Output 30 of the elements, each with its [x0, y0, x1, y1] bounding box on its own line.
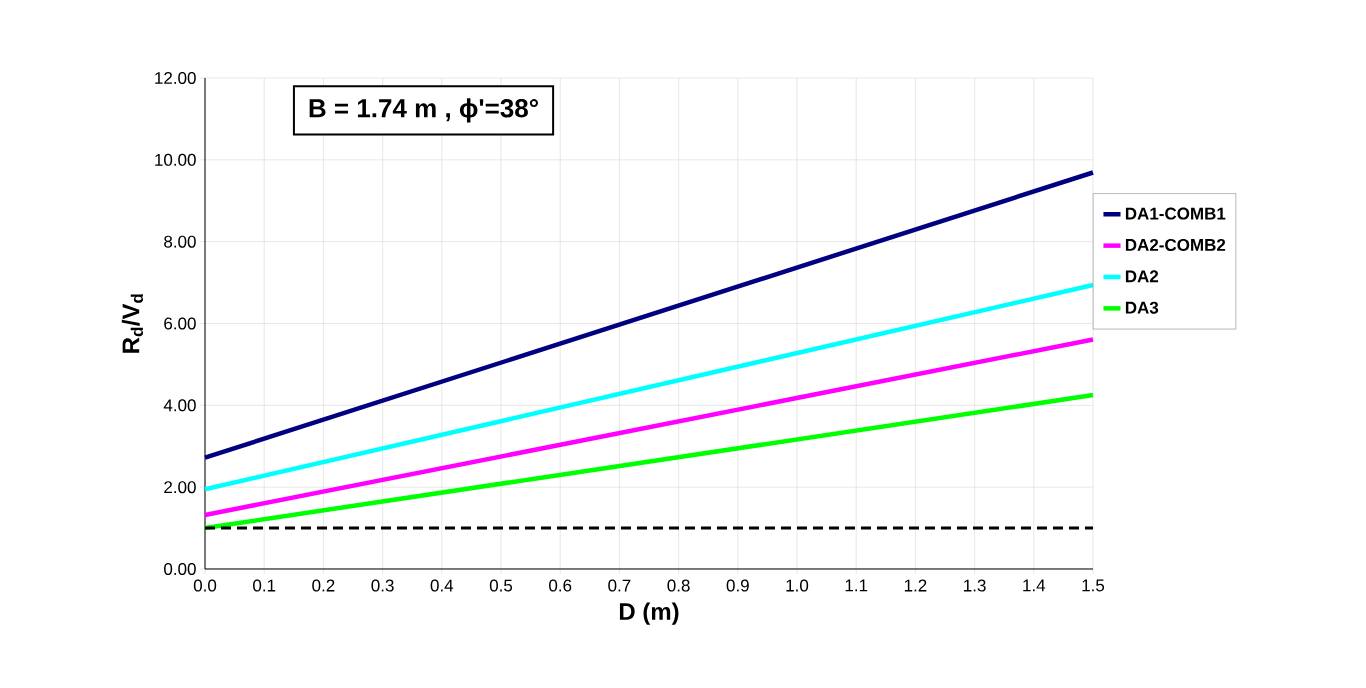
x-tick-label: 1.4 — [1023, 579, 1046, 592]
legend-label: DA2-COMB2 — [1125, 238, 1226, 251]
x-tick-label: 1.0 — [786, 579, 809, 592]
y-tick-label: 0.00 — [164, 562, 196, 576]
y-tick-label: 10.00 — [155, 153, 196, 166]
x-tick-label: 0.5 — [489, 579, 513, 592]
x-tick-label: 0.0 — [193, 579, 217, 592]
annotation: B = 1.74 m , ϕ'=38° — [309, 98, 538, 123]
legend-label: DA2 — [1125, 270, 1159, 283]
x-tick-label: 0.6 — [549, 579, 572, 592]
y-tick-label: 6.00 — [164, 317, 196, 330]
y-tick-label: 2.00 — [164, 481, 196, 494]
x-tick-label: 0.2 — [312, 579, 335, 592]
legend-label: DA1-COMB1 — [1125, 207, 1226, 220]
x-tick-label: 1.3 — [964, 579, 986, 592]
legend-label: DA3 — [1125, 301, 1159, 314]
x-tick-label: 0.1 — [253, 579, 276, 592]
x-tick-label: 0.3 — [371, 579, 394, 592]
x-tick-label: 0.4 — [430, 579, 454, 592]
x-tick-label: 0.8 — [667, 579, 690, 592]
x-axis-title: D (m) — [619, 602, 679, 625]
y-tick-label: 4.00 — [163, 399, 196, 412]
x-tick-label: 1.1 — [845, 579, 868, 592]
y-tick-label: 8.00 — [164, 235, 196, 248]
y-tick-label: 12.00 — [155, 71, 196, 85]
x-tick-label: 0.7 — [608, 579, 631, 592]
x-tick-label: 1.2 — [904, 579, 927, 592]
x-tick-label: 0.9 — [726, 579, 749, 592]
y-axis-title: R$_{d}$/V$_{d}$ — [121, 294, 144, 353]
x-tick-label: 1.5 — [1082, 579, 1105, 592]
